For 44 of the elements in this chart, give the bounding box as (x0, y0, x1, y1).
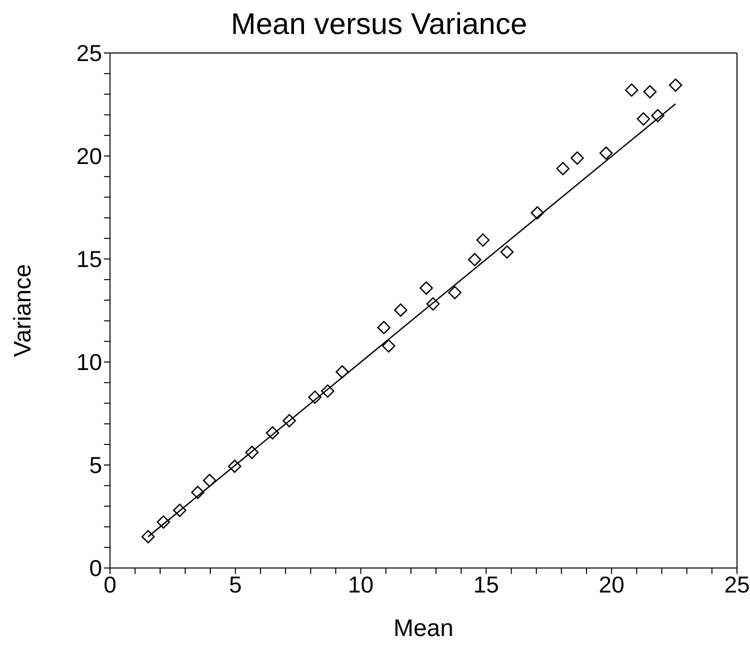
point (377, 320, 391, 334)
x-axis-title: Mean (393, 615, 454, 642)
point (228, 460, 242, 473)
point (394, 303, 408, 317)
point (420, 281, 433, 295)
y-axis-title: Variance (10, 264, 37, 357)
point (468, 252, 482, 266)
x-tick-label: 10 (348, 571, 374, 598)
x-tick-label: 25 (724, 571, 750, 598)
x-tick-label: 20 (598, 571, 624, 598)
point (530, 206, 544, 220)
point (500, 245, 514, 259)
point (636, 112, 650, 126)
point (141, 530, 155, 544)
point (266, 426, 280, 440)
point (643, 85, 657, 98)
point (191, 486, 204, 500)
point (426, 297, 440, 311)
point (336, 365, 349, 379)
point (556, 162, 570, 176)
y-tick-label: 25 (76, 40, 102, 66)
y-tick-label: 20 (76, 143, 102, 170)
point (382, 339, 396, 353)
point (570, 151, 584, 165)
y-tick-label: 15 (76, 246, 102, 272)
y-tick-label: 10 (76, 349, 102, 376)
y-tick-label: 0 (89, 555, 102, 582)
point (651, 108, 664, 122)
point (156, 515, 170, 529)
point (625, 83, 638, 97)
point (668, 78, 682, 92)
point (599, 146, 613, 160)
point (245, 446, 259, 460)
point (448, 286, 462, 300)
y-tick-label: 5 (89, 452, 102, 478)
point (476, 233, 490, 247)
x-tick-label: 15 (473, 571, 499, 598)
point (282, 414, 296, 428)
x-tick-label: 5 (229, 571, 242, 598)
point (308, 390, 322, 404)
point (202, 474, 216, 488)
point (173, 504, 186, 517)
chart-title: Mean versus Variance (230, 8, 528, 42)
point (321, 384, 334, 398)
